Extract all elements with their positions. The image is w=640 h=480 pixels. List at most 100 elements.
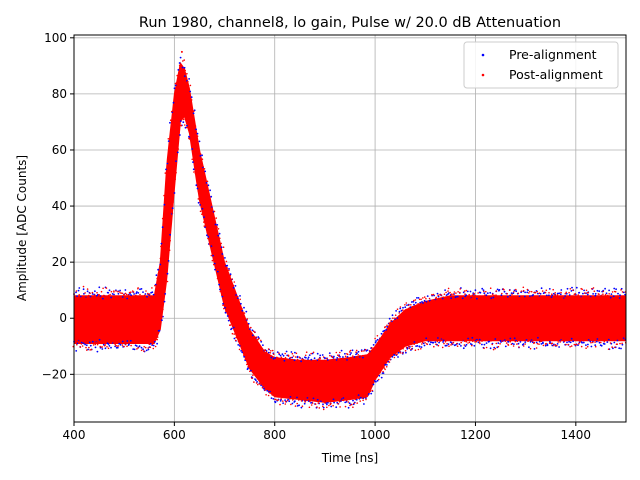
post-alignment-point [377, 378, 380, 381]
post-alignment-point [282, 358, 284, 361]
post-alignment-point [279, 357, 281, 360]
post-alignment-point [420, 348, 422, 350]
pre-alignment-point [416, 345, 419, 347]
post-alignment-point [605, 295, 608, 298]
post-alignment-point [545, 342, 547, 345]
post-alignment-point [309, 400, 311, 403]
post-alignment-point [436, 340, 439, 343]
pre-alignment-point [243, 306, 245, 309]
pre-alignment-point [606, 341, 609, 343]
post-alignment-point [354, 398, 357, 401]
post-alignment-point [598, 293, 600, 296]
post-alignment-point [425, 297, 427, 300]
post-alignment-point [180, 124, 183, 127]
pre-alignment-point [161, 319, 163, 322]
x-tick-label: 600 [163, 428, 186, 442]
post-alignment-point [326, 406, 328, 409]
post-alignment-point [157, 273, 159, 275]
post-alignment-point [382, 370, 384, 373]
post-alignment-point [529, 347, 532, 350]
pre-alignment-point [375, 340, 377, 342]
pre-alignment-point [553, 343, 555, 346]
pre-alignment-point [355, 398, 358, 401]
pre-alignment-point [506, 295, 509, 298]
post-alignment-point [390, 319, 393, 322]
post-alignment-point [284, 356, 287, 359]
pre-alignment-point [322, 406, 325, 409]
post-alignment-point [161, 315, 163, 318]
pre-alignment-point [556, 292, 559, 295]
post-alignment-point [194, 125, 197, 127]
pre-alignment-point [121, 296, 124, 298]
post-alignment-point [142, 297, 144, 300]
post-alignment-point [522, 286, 525, 289]
post-alignment-point [559, 341, 561, 343]
post-alignment-point [470, 297, 473, 300]
post-alignment-point [457, 291, 459, 293]
post-alignment-point [361, 350, 363, 353]
post-alignment-point [416, 304, 418, 306]
post-alignment-point [461, 339, 464, 342]
post-alignment-point [86, 349, 88, 351]
pre-alignment-point [396, 317, 399, 319]
post-alignment-point [124, 292, 127, 295]
post-alignment-point [518, 296, 520, 299]
post-alignment-point [525, 297, 528, 299]
post-alignment-point [284, 403, 287, 405]
post-alignment-point [177, 148, 180, 150]
pre-alignment-point [450, 297, 453, 300]
post-alignment-point [481, 296, 484, 298]
post-alignment-point [78, 294, 80, 296]
post-alignment-point [590, 341, 592, 344]
post-alignment-point [396, 353, 399, 355]
x-tick-label: 800 [263, 428, 286, 442]
pre-alignment-point [78, 287, 81, 289]
post-alignment-point [116, 345, 118, 347]
post-alignment-point [528, 292, 530, 294]
post-alignment-point [453, 291, 456, 293]
post-alignment-point [252, 330, 255, 333]
post-alignment-point [304, 359, 306, 362]
pre-alignment-point [357, 394, 360, 396]
post-alignment-point [310, 404, 313, 406]
pre-alignment-point [175, 160, 177, 163]
pre-alignment-point [376, 338, 379, 341]
post-alignment-point [533, 296, 535, 299]
post-alignment-point [622, 338, 624, 341]
post-alignment-point [345, 399, 348, 402]
pre-alignment-point [559, 293, 562, 296]
pre-alignment-point [549, 340, 551, 343]
pre-alignment-point [488, 340, 490, 343]
pre-alignment-point [116, 346, 119, 349]
pre-alignment-point [178, 62, 181, 64]
pre-alignment-point [296, 405, 299, 407]
post-alignment-point [222, 246, 225, 248]
post-alignment-point [216, 277, 219, 280]
post-alignment-point [207, 237, 209, 240]
post-alignment-point [319, 357, 322, 359]
post-alignment-point [90, 348, 93, 351]
post-alignment-point [124, 343, 127, 346]
post-alignment-point [575, 343, 578, 346]
pre-alignment-point [83, 293, 85, 295]
post-alignment-point [173, 107, 175, 110]
pre-alignment-point [500, 294, 503, 297]
post-alignment-point [274, 359, 276, 361]
pre-alignment-point [167, 140, 170, 143]
pre-alignment-point [441, 297, 444, 300]
post-alignment-point [548, 292, 550, 294]
post-alignment-point [389, 321, 392, 324]
post-alignment-point [184, 69, 186, 72]
post-alignment-point [182, 117, 184, 119]
pre-alignment-point [578, 291, 581, 294]
y-axis-label: Amplitude [ADC Counts] [15, 155, 29, 301]
post-alignment-point [372, 380, 375, 383]
pre-alignment-point [270, 397, 273, 399]
pre-alignment-point [469, 290, 472, 293]
post-alignment-point [291, 352, 294, 355]
post-alignment-point [301, 405, 304, 408]
post-alignment-point [127, 342, 130, 344]
pre-alignment-point [393, 354, 396, 356]
post-alignment-point [143, 350, 145, 352]
pre-alignment-point [618, 297, 621, 299]
